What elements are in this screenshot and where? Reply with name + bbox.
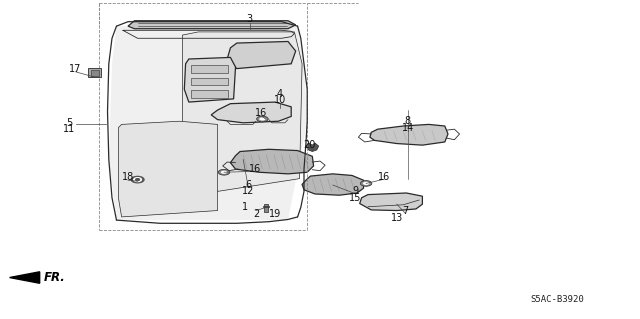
Polygon shape bbox=[302, 174, 364, 195]
Text: 17: 17 bbox=[69, 63, 82, 74]
Polygon shape bbox=[10, 272, 40, 283]
Text: 15: 15 bbox=[349, 193, 362, 203]
Circle shape bbox=[259, 117, 266, 121]
Text: 11: 11 bbox=[63, 124, 76, 134]
Polygon shape bbox=[306, 143, 319, 152]
Text: 16: 16 bbox=[255, 108, 268, 118]
Text: 13: 13 bbox=[390, 212, 403, 223]
Text: 5: 5 bbox=[66, 118, 72, 128]
Polygon shape bbox=[360, 193, 422, 211]
Circle shape bbox=[257, 116, 268, 122]
Text: 16: 16 bbox=[248, 164, 261, 174]
Polygon shape bbox=[370, 124, 448, 145]
Bar bbox=[263, 206, 269, 207]
Text: 1: 1 bbox=[242, 202, 248, 212]
Text: 14: 14 bbox=[401, 122, 414, 133]
Circle shape bbox=[221, 171, 227, 174]
Text: 19: 19 bbox=[269, 209, 282, 219]
Bar bbox=[91, 70, 99, 76]
Polygon shape bbox=[109, 26, 307, 220]
Polygon shape bbox=[182, 32, 302, 191]
Polygon shape bbox=[184, 57, 236, 102]
Polygon shape bbox=[211, 102, 291, 123]
Circle shape bbox=[360, 181, 372, 186]
Text: 2: 2 bbox=[253, 209, 259, 219]
Polygon shape bbox=[230, 149, 314, 174]
Bar bbox=[264, 204, 268, 212]
Text: 6: 6 bbox=[245, 180, 252, 190]
Text: 8: 8 bbox=[404, 116, 411, 126]
Polygon shape bbox=[128, 21, 296, 29]
Polygon shape bbox=[118, 121, 218, 217]
Circle shape bbox=[134, 178, 141, 182]
Circle shape bbox=[218, 169, 230, 175]
Text: 12: 12 bbox=[242, 186, 255, 197]
Text: 7: 7 bbox=[402, 205, 408, 216]
Text: 9: 9 bbox=[352, 186, 358, 197]
Bar bbox=[191, 65, 228, 73]
Bar bbox=[191, 78, 228, 85]
Text: 10: 10 bbox=[273, 95, 286, 106]
Text: 20: 20 bbox=[303, 140, 316, 150]
Circle shape bbox=[363, 182, 369, 185]
Circle shape bbox=[136, 179, 140, 181]
Circle shape bbox=[131, 176, 144, 183]
Text: 3: 3 bbox=[246, 14, 253, 24]
Text: FR.: FR. bbox=[44, 271, 65, 284]
Bar bbox=[191, 90, 228, 98]
Text: 18: 18 bbox=[122, 172, 134, 182]
Text: 4: 4 bbox=[276, 89, 283, 99]
Bar bbox=[88, 68, 101, 77]
Text: S5AC-B3920: S5AC-B3920 bbox=[530, 295, 584, 304]
Text: 16: 16 bbox=[378, 172, 390, 182]
Polygon shape bbox=[227, 41, 296, 69]
